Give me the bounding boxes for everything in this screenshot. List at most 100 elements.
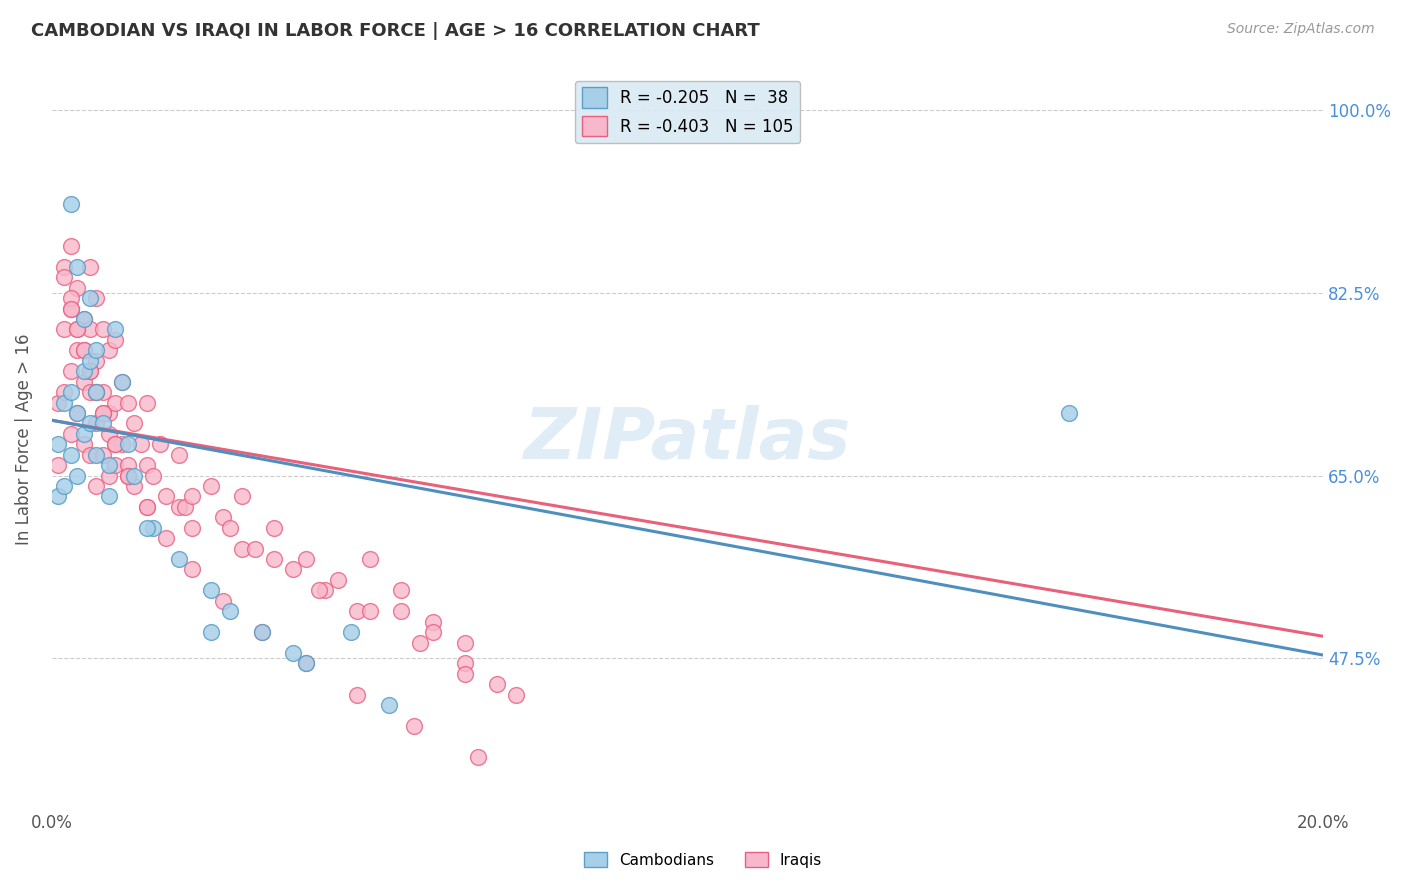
Point: [66, 322, 89, 336]
Point: [59, 385, 82, 400]
Point: [155, 531, 177, 545]
Point: [66, 406, 89, 420]
Point: [174, 500, 197, 514]
Point: [53, 479, 76, 493]
Point: [111, 437, 134, 451]
Point: [72, 437, 94, 451]
Point: [79, 322, 101, 336]
Point: [97, 490, 120, 504]
Point: [91, 406, 114, 420]
Point: [84, 385, 107, 400]
Text: ZIPatlas: ZIPatlas: [524, 405, 851, 474]
Point: [91, 417, 114, 431]
Point: [454, 635, 477, 649]
Point: [72, 343, 94, 358]
Point: [389, 583, 412, 598]
Point: [53, 395, 76, 409]
Point: [422, 625, 444, 640]
Point: [97, 426, 120, 441]
Point: [295, 657, 318, 671]
Point: [111, 375, 134, 389]
Point: [129, 437, 152, 451]
Point: [66, 343, 89, 358]
Point: [243, 541, 266, 556]
Point: [218, 604, 240, 618]
Point: [84, 343, 107, 358]
Point: [136, 395, 159, 409]
Point: [124, 479, 146, 493]
Point: [180, 490, 202, 504]
Point: [117, 458, 139, 472]
Point: [59, 448, 82, 462]
Point: [46, 490, 69, 504]
Point: [97, 458, 120, 472]
Point: [467, 750, 489, 764]
Point: [59, 197, 82, 211]
Point: [409, 635, 432, 649]
Point: [250, 625, 273, 640]
Point: [72, 312, 94, 326]
Point: [359, 604, 381, 618]
Point: [53, 385, 76, 400]
Point: [485, 677, 508, 691]
Point: [59, 301, 82, 316]
Point: [218, 521, 240, 535]
Point: [91, 406, 114, 420]
Point: [111, 375, 134, 389]
Point: [46, 395, 69, 409]
Text: Source: ZipAtlas.com: Source: ZipAtlas.com: [1227, 22, 1375, 37]
Point: [231, 490, 253, 504]
Point: [59, 426, 82, 441]
Legend: Cambodians, Iraqis: Cambodians, Iraqis: [578, 846, 828, 873]
Point: [72, 375, 94, 389]
Point: [346, 688, 368, 702]
Point: [359, 552, 381, 566]
Point: [263, 521, 285, 535]
Point: [314, 583, 336, 598]
Point: [454, 666, 477, 681]
Point: [136, 500, 159, 514]
Point: [454, 657, 477, 671]
Point: [66, 468, 89, 483]
Point: [104, 395, 127, 409]
Point: [97, 406, 120, 420]
Point: [59, 239, 82, 253]
Point: [250, 625, 273, 640]
Point: [167, 500, 190, 514]
Point: [200, 625, 222, 640]
Point: [104, 437, 127, 451]
Point: [72, 364, 94, 378]
Point: [389, 604, 412, 618]
Point: [167, 552, 190, 566]
Point: [180, 562, 202, 576]
Point: [155, 490, 177, 504]
Point: [104, 458, 127, 472]
Point: [200, 479, 222, 493]
Point: [136, 458, 159, 472]
Point: [104, 437, 127, 451]
Legend: R = -0.205   N =  38, R = -0.403   N = 105: R = -0.205 N = 38, R = -0.403 N = 105: [575, 80, 800, 143]
Point: [346, 604, 368, 618]
Point: [84, 353, 107, 368]
Point: [1057, 406, 1080, 420]
Point: [326, 573, 349, 587]
Text: CAMBODIAN VS IRAQI IN LABOR FORCE | AGE > 16 CORRELATION CHART: CAMBODIAN VS IRAQI IN LABOR FORCE | AGE …: [31, 22, 759, 40]
Point: [212, 594, 235, 608]
Point: [66, 260, 89, 274]
Point: [200, 583, 222, 598]
Point: [212, 510, 235, 524]
Point: [117, 437, 139, 451]
Point: [231, 541, 253, 556]
Point: [117, 395, 139, 409]
Point: [72, 312, 94, 326]
Point: [142, 468, 165, 483]
Point: [84, 448, 107, 462]
Point: [46, 458, 69, 472]
Point: [104, 333, 127, 347]
Point: [339, 625, 361, 640]
Point: [136, 521, 159, 535]
Y-axis label: In Labor Force | Age > 16: In Labor Force | Age > 16: [15, 334, 32, 545]
Point: [79, 364, 101, 378]
Point: [79, 291, 101, 305]
Point: [53, 270, 76, 285]
